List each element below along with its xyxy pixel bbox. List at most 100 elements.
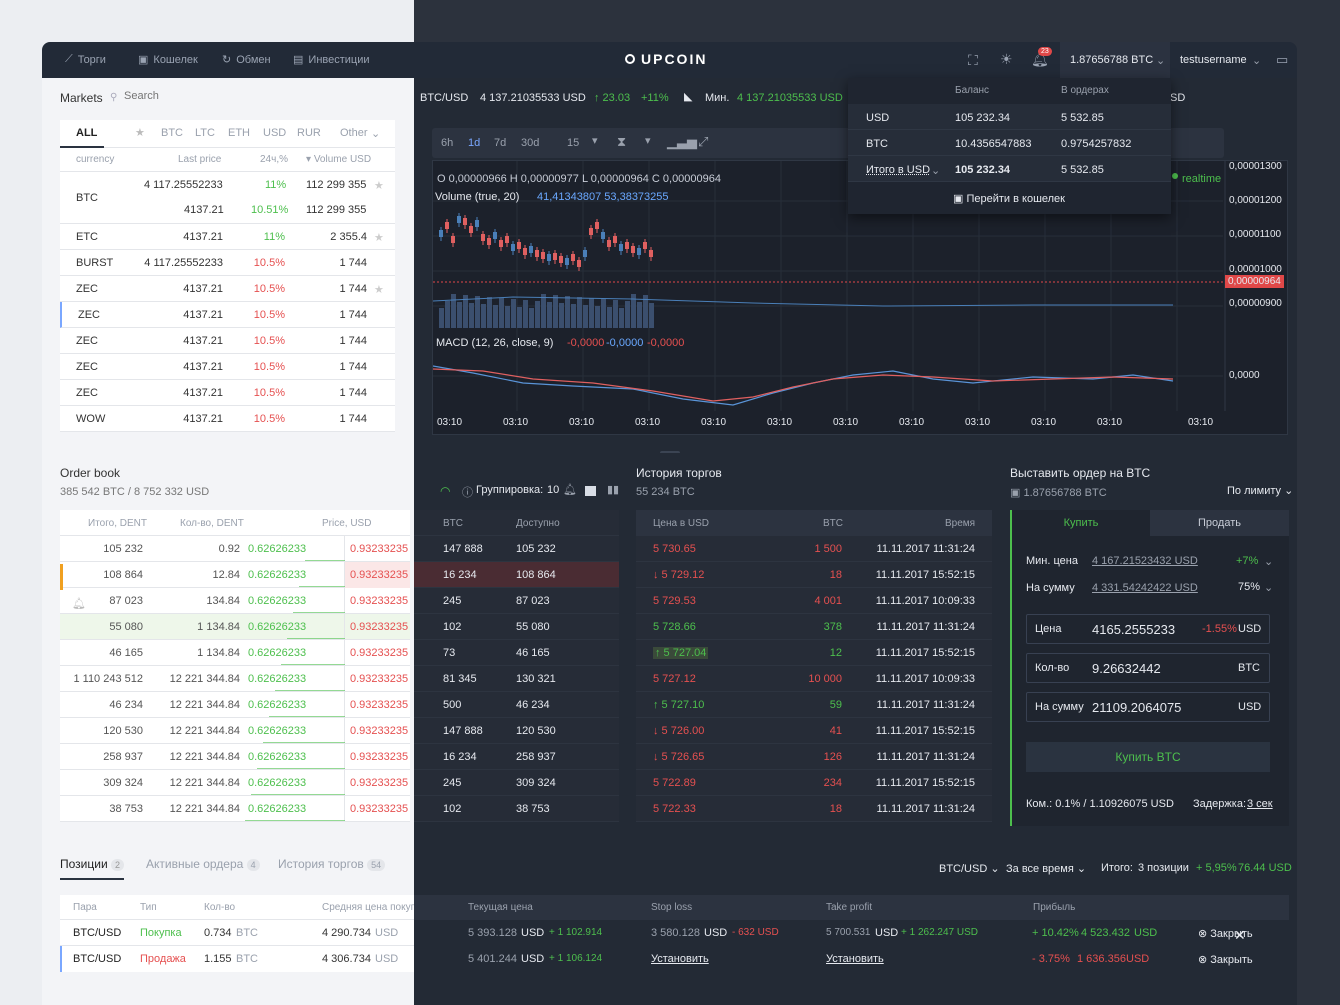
star-icon[interactable]: ★ bbox=[135, 127, 145, 139]
market-row[interactable]: ZEC 4137.21 10.5% 1 744 bbox=[60, 380, 395, 406]
history-row[interactable]: 5 727.12 10 000 11.11.2017 10:09:33 bbox=[636, 666, 992, 692]
close-icon[interactable]: ✕ bbox=[1234, 927, 1246, 943]
tab-ltc[interactable]: LTC bbox=[195, 127, 215, 139]
total-input[interactable]: 21109.2064075 bbox=[1092, 700, 1182, 715]
tab-trade-history[interactable]: История торгов 54 bbox=[278, 857, 386, 871]
orderbook-row[interactable]: 55 080 1 134.84 0.62626233 0.93233235 bbox=[60, 614, 410, 640]
orderbook-row-dark[interactable]: 102 38 753 bbox=[414, 796, 619, 822]
sum-pct[interactable]: 75% bbox=[1238, 581, 1261, 593]
nav-exchange[interactable]: ↻ Обмен bbox=[222, 53, 271, 67]
theme-icon[interactable]: ☀ bbox=[1000, 51, 1013, 67]
qty-input[interactable]: 9.26632442 bbox=[1092, 661, 1161, 676]
market-row[interactable]: WOW 4137.21 10.5% 1 744 bbox=[60, 406, 395, 432]
min-price-pct[interactable]: +7% bbox=[1236, 555, 1259, 567]
orderbook-row-dark[interactable]: 147 888 120 530 bbox=[414, 718, 619, 744]
orderbook-row[interactable]: 108 864 12.84 0.62626233 0.93233235 bbox=[60, 562, 410, 588]
sum-value[interactable]: 4 331.54242422 USD bbox=[1092, 582, 1198, 594]
orderbook-row[interactable]: 46 234 12 221 344.84 0.62626233 0.932332… bbox=[60, 692, 410, 718]
buy-btc-button[interactable]: Купить BTC bbox=[1026, 742, 1270, 772]
dd-total-currency[interactable]: Итого в USD bbox=[866, 164, 931, 176]
filter-pair[interactable]: BTC/USD ⌄ bbox=[939, 863, 1000, 875]
go-wallet-link[interactable]: ▣ Перейти в кошелек bbox=[953, 193, 1065, 205]
orderbook-row-dark[interactable]: 16 234 108 864 bbox=[414, 562, 619, 588]
star-icon[interactable]: ★ bbox=[374, 232, 384, 244]
orderbook-row-dark[interactable]: 500 46 234 bbox=[414, 692, 619, 718]
pos-stop-loss[interactable]: 3 580.128 bbox=[651, 927, 700, 939]
tab-eth[interactable]: ETH bbox=[228, 127, 250, 139]
fullscreen-icon[interactable]: ⤢ bbox=[698, 134, 709, 149]
candles-icon[interactable]: ⧗ bbox=[617, 134, 627, 149]
history-row[interactable]: 5 728.66 378 11.11.2017 11:31:24 bbox=[636, 614, 992, 640]
tab-rur[interactable]: RUR bbox=[297, 127, 321, 139]
price-input[interactable]: 4165.2555233 bbox=[1092, 622, 1176, 637]
orderbook-row-dark[interactable]: 147 888 105 232 bbox=[414, 536, 619, 562]
indicators-icon[interactable]: ▁▃▅ bbox=[667, 134, 697, 149]
tab-usd[interactable]: USD bbox=[263, 127, 287, 139]
col-volume[interactable]: ▾ Volume USD bbox=[306, 154, 372, 165]
tab-active-orders[interactable]: Активные ордера 4 bbox=[146, 857, 260, 871]
history-row[interactable]: ↑ 5 727.10 59 11.11.2017 11:31:24 bbox=[636, 692, 992, 718]
ticker-pair[interactable]: BTC/USD bbox=[420, 92, 469, 104]
orderbook-row[interactable]: 1 110 243 512 12 221 344.84 0.62626233 0… bbox=[60, 666, 410, 692]
balance-dropdown[interactable] bbox=[1060, 42, 1170, 78]
period-6h[interactable]: 6h bbox=[441, 137, 454, 149]
market-row[interactable]: BURST 4 117.25552233 10.5% 1 744 bbox=[60, 250, 395, 276]
history-row[interactable]: ↓ 5 729.12 18 11.11.2017 15:52:15 bbox=[636, 562, 992, 588]
total-field[interactable] bbox=[1026, 692, 1270, 722]
username[interactable]: testusername bbox=[1180, 54, 1247, 66]
col-change[interactable]: 24ч,% bbox=[260, 154, 289, 165]
orderbook-row-dark[interactable]: 73 46 165 bbox=[414, 640, 619, 666]
bell-icon[interactable]: 🔔︎ bbox=[563, 484, 577, 496]
tab-other[interactable]: Other bbox=[340, 127, 368, 139]
market-row-btc[interactable]: BTC 4 117.25552233 11% 112 299 355 4137.… bbox=[60, 172, 395, 224]
col-currency[interactable]: currency bbox=[76, 154, 115, 165]
tab-all[interactable]: ALL bbox=[76, 127, 98, 139]
position-row[interactable] bbox=[60, 946, 414, 972]
period-30d[interactable]: 30d bbox=[521, 137, 540, 149]
orderbook-row-dark[interactable]: 245 309 324 bbox=[414, 770, 619, 796]
tab-positions[interactable]: Позиции 2 bbox=[60, 857, 125, 871]
set-take-profit-link[interactable]: Установить bbox=[826, 953, 884, 965]
history-row[interactable]: 5 730.65 1 500 11.11.2017 11:31:24 bbox=[636, 536, 992, 562]
nav-invest[interactable]: ▤ Инвестиции bbox=[293, 53, 370, 67]
price-field[interactable] bbox=[1026, 614, 1270, 644]
history-row[interactable]: 5 722.89 234 11.11.2017 15:52:15 bbox=[636, 770, 992, 796]
orderbook-row-dark[interactable]: 245 87 023 bbox=[414, 588, 619, 614]
market-row[interactable]: ZEC 4137.21 10.5% 1 744 bbox=[60, 302, 395, 328]
orderbook-row[interactable]: 105 232 0.92 0.62626233 0.93233235 bbox=[60, 536, 410, 562]
qty-field[interactable] bbox=[1026, 653, 1270, 683]
orderbook-row[interactable]: 46 165 1 134.84 0.62626233 0.93233235 bbox=[60, 640, 410, 666]
orderbook-row[interactable]: 258 937 12 221 344.84 0.62626233 0.93233… bbox=[60, 744, 410, 770]
close-position-button[interactable]: ⊗ Закрыть bbox=[1198, 928, 1253, 940]
min-price-value[interactable]: 4 167.21523432 USD bbox=[1092, 555, 1198, 567]
set-stop-loss-link[interactable]: Установить bbox=[651, 953, 709, 965]
history-row[interactable]: ↑ 5 727.04 12 11.11.2017 15:52:15 bbox=[636, 640, 992, 666]
orderbook-row[interactable]: 309 324 12 221 344.84 0.62626233 0.93233… bbox=[60, 770, 410, 796]
history-row[interactable]: 5 722.33 18 11.11.2017 11:31:24 bbox=[636, 796, 992, 822]
buy-tab[interactable]: Купить bbox=[1012, 510, 1150, 536]
history-row[interactable]: ↓ 5 726.65 126 11.11.2017 11:31:24 bbox=[636, 744, 992, 770]
chat-icon[interactable]: ▭ bbox=[1276, 52, 1289, 67]
star-icon[interactable]: ★ bbox=[374, 284, 384, 296]
orderbook-row-dark[interactable]: 102 55 080 bbox=[414, 614, 619, 640]
logo[interactable]: UPCOIN bbox=[625, 51, 707, 67]
filter-time[interactable]: За все время ⌄ bbox=[1006, 863, 1087, 875]
chevron-down-icon[interactable]: ⌄ bbox=[1264, 556, 1274, 568]
layout-split-icon[interactable]: ▮▮ bbox=[607, 484, 620, 496]
grouping-value[interactable]: 10 bbox=[547, 484, 560, 496]
position-row[interactable] bbox=[60, 920, 414, 946]
market-row[interactable]: ZEC 4137.21 10.5% 1 744 ★ bbox=[60, 276, 395, 302]
nav-wallet[interactable]: ▣ Кошелек bbox=[138, 53, 198, 67]
period-1d[interactable]: 1d bbox=[468, 137, 481, 149]
chart-view-icon[interactable]: ⛶ bbox=[968, 52, 978, 68]
tab-btc[interactable]: BTC bbox=[161, 127, 183, 139]
orderbook-row[interactable]: 38 753 12 221 344.84 0.62626233 0.932332… bbox=[60, 796, 410, 822]
delay-value[interactable]: 3 сек bbox=[1247, 798, 1273, 810]
history-row[interactable]: 5 729.53 4 001 11.11.2017 10:09:33 bbox=[636, 588, 992, 614]
chevron-down-icon[interactable]: ⌄ bbox=[1264, 582, 1274, 594]
orderbook-row-dark[interactable]: 16 234 258 937 bbox=[414, 744, 619, 770]
pos-take-profit[interactable]: 5 700.531 bbox=[826, 927, 871, 938]
interval-select[interactable]: 15 bbox=[567, 137, 580, 149]
history-row[interactable]: ↓ 5 726.00 41 11.11.2017 15:52:15 bbox=[636, 718, 992, 744]
market-row[interactable]: ZEC 4137.21 10.5% 1 744 bbox=[60, 328, 395, 354]
